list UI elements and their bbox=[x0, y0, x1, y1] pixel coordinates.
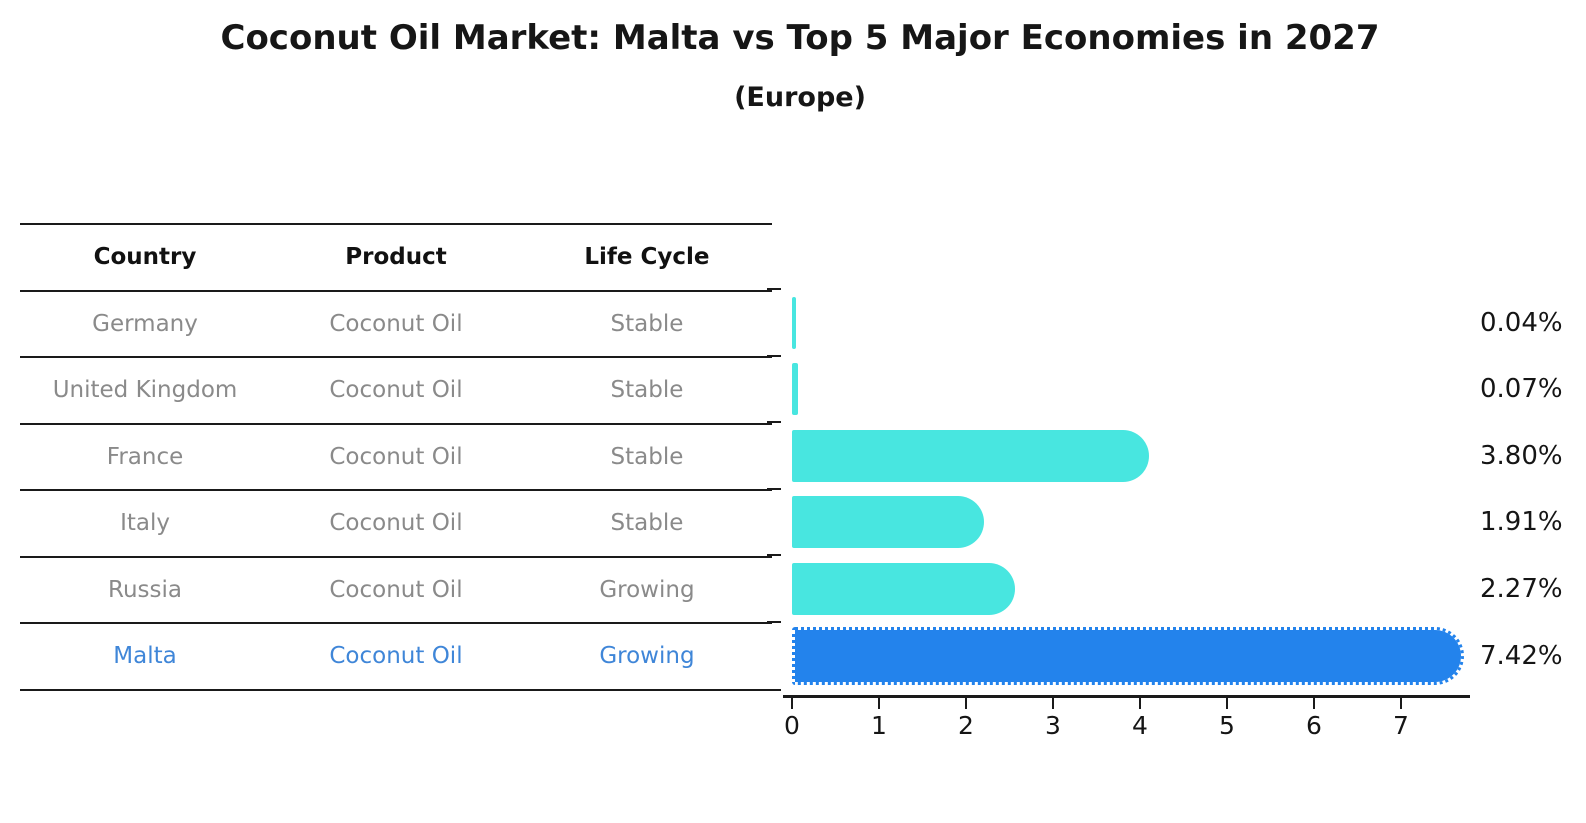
y-axis-tick bbox=[767, 554, 781, 556]
bar-italy bbox=[792, 496, 984, 548]
y-axis-tick bbox=[767, 288, 781, 290]
bar-france bbox=[792, 429, 1149, 482]
x-axis-tick bbox=[1139, 698, 1141, 709]
value-label-malta: 7.42% bbox=[1480, 641, 1563, 671]
column-header-country: Country bbox=[93, 244, 197, 271]
x-axis-tick-label: 4 bbox=[1132, 711, 1148, 740]
x-axis-tick bbox=[1226, 698, 1228, 709]
life-cycle-cell: Growing bbox=[599, 576, 695, 603]
table-row: Germany Coconut Oil Stable bbox=[20, 289, 772, 357]
life-cycle-cell: Stable bbox=[610, 377, 684, 404]
table-row-malta-highlight: Malta Coconut Oil Growing bbox=[20, 622, 772, 691]
x-axis-tick-label: 6 bbox=[1306, 711, 1322, 740]
x-axis-tick-label: 1 bbox=[871, 711, 887, 740]
product-cell: Coconut Oil bbox=[329, 643, 463, 670]
life-cycle-cell: Stable bbox=[610, 310, 684, 337]
country-cell: Germany bbox=[92, 310, 198, 337]
country-table: Country Product Life Cycle Germany Cocon… bbox=[20, 223, 772, 691]
x-axis-tick bbox=[965, 698, 967, 709]
x-axis-tick bbox=[791, 698, 793, 709]
x-axis-tick bbox=[1400, 698, 1402, 709]
x-axis-tick-label: 3 bbox=[1045, 711, 1061, 740]
value-label-germany: 0.04% bbox=[1480, 307, 1563, 338]
life-cycle-cell: Stable bbox=[610, 510, 684, 537]
x-axis-tick-label: 2 bbox=[958, 711, 974, 740]
product-cell: Coconut Oil bbox=[329, 377, 463, 404]
bar-malta bbox=[792, 627, 1464, 685]
y-axis-tick bbox=[767, 689, 781, 691]
x-axis-tick bbox=[878, 698, 880, 709]
table-row: Italy Coconut Oil Stable bbox=[20, 489, 772, 556]
bar-russia bbox=[792, 562, 1015, 615]
product-cell: Coconut Oil bbox=[329, 443, 463, 470]
column-header-product: Product bbox=[345, 244, 447, 271]
x-axis-tick-label: 0 bbox=[784, 711, 800, 740]
value-label-russia: 2.27% bbox=[1480, 573, 1563, 604]
y-axis-tick bbox=[767, 421, 781, 423]
life-cycle-cell: Stable bbox=[610, 443, 684, 470]
y-axis-tick bbox=[767, 621, 781, 623]
y-axis-tick bbox=[767, 355, 781, 357]
x-axis-tick-label: 5 bbox=[1219, 711, 1235, 740]
y-axis-tick bbox=[767, 488, 781, 490]
bar-united-kingdom bbox=[792, 363, 798, 415]
table-row: United Kingdom Coconut Oil Stable bbox=[20, 356, 772, 423]
life-cycle-cell: Growing bbox=[599, 643, 695, 670]
country-cell: Russia bbox=[108, 576, 182, 603]
x-axis-tick bbox=[1313, 698, 1315, 709]
table-row: Russia Coconut Oil Growing bbox=[20, 555, 772, 623]
product-cell: Coconut Oil bbox=[329, 510, 463, 537]
country-cell: Malta bbox=[113, 643, 177, 670]
column-header-life-cycle: Life Cycle bbox=[584, 244, 710, 271]
chart-subtitle: (Europe) bbox=[734, 82, 866, 113]
x-axis-tick bbox=[1052, 698, 1054, 709]
country-cell: United Kingdom bbox=[52, 377, 238, 404]
value-label-italy: 1.91% bbox=[1480, 507, 1563, 537]
table-row: France Coconut Oil Stable bbox=[20, 422, 772, 490]
value-label-united-kingdom: 0.07% bbox=[1480, 374, 1563, 404]
x-axis-line bbox=[783, 695, 1470, 698]
bar-germany bbox=[792, 296, 796, 349]
product-cell: Coconut Oil bbox=[329, 576, 463, 603]
product-cell: Coconut Oil bbox=[329, 310, 463, 337]
chart-title: Coconut Oil Market: Malta vs Top 5 Major… bbox=[220, 18, 1380, 58]
x-axis-tick-label: 7 bbox=[1393, 711, 1409, 740]
country-cell: Italy bbox=[120, 510, 170, 537]
country-cell: France bbox=[106, 443, 184, 470]
value-label-france: 3.80% bbox=[1480, 440, 1563, 471]
table-header-row: Country Product Life Cycle bbox=[20, 223, 772, 290]
